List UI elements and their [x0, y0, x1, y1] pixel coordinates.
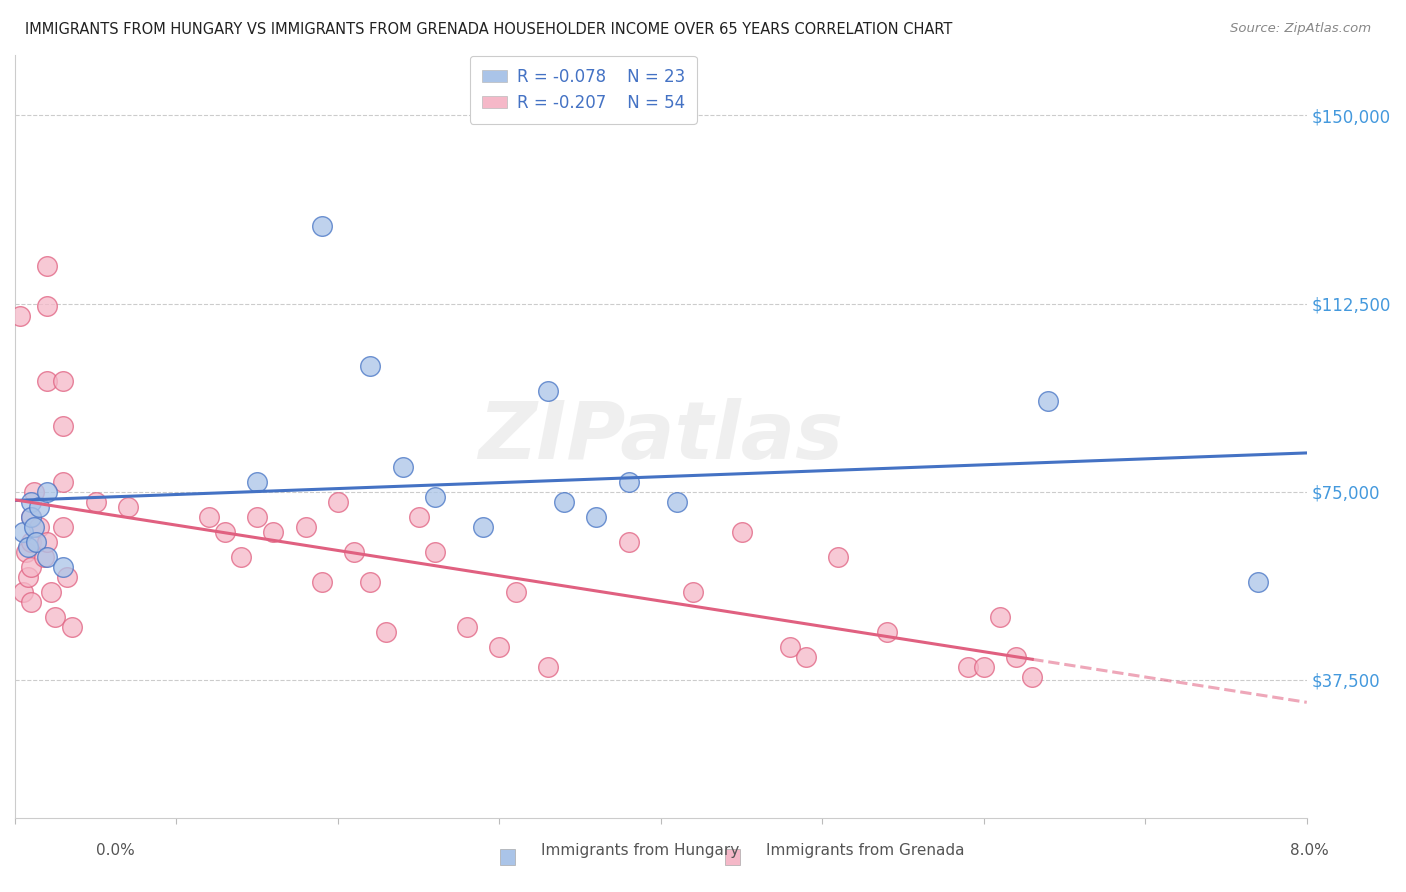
Point	[423, 490, 446, 504]
Point	[20, 495, 42, 509]
Point	[666, 495, 689, 509]
Point	[311, 219, 333, 233]
Point	[973, 660, 995, 674]
Point	[28, 500, 51, 514]
Point	[262, 524, 284, 539]
Point	[214, 524, 236, 539]
Point	[956, 660, 979, 674]
Point	[391, 459, 413, 474]
Point	[1038, 394, 1060, 409]
Point	[52, 475, 75, 489]
Point	[423, 545, 446, 559]
Point	[456, 620, 478, 634]
Point	[52, 560, 75, 574]
Text: 0.0%: 0.0%	[96, 843, 135, 858]
Point	[375, 625, 398, 640]
Point	[246, 509, 269, 524]
Point	[17, 540, 39, 554]
Point	[294, 520, 316, 534]
Point	[22, 484, 45, 499]
Point	[17, 570, 39, 584]
Point	[472, 520, 495, 534]
Point	[11, 585, 34, 599]
Point	[44, 610, 66, 624]
Point	[20, 595, 42, 609]
Point	[25, 535, 48, 549]
Point	[488, 640, 510, 655]
Point	[20, 535, 42, 549]
Point	[876, 625, 898, 640]
Point	[229, 549, 252, 564]
Point	[37, 259, 59, 273]
Point	[197, 509, 219, 524]
Text: Source: ZipAtlas.com: Source: ZipAtlas.com	[1230, 22, 1371, 36]
Point	[537, 384, 560, 399]
Point	[246, 475, 269, 489]
Point	[617, 535, 640, 549]
Bar	[725, 849, 740, 865]
Point	[39, 585, 62, 599]
Text: 8.0%: 8.0%	[1289, 843, 1329, 858]
Point	[1005, 650, 1028, 665]
Point	[20, 560, 42, 574]
Text: Immigrants from Grenada: Immigrants from Grenada	[766, 843, 965, 858]
Point	[408, 509, 430, 524]
Point	[37, 484, 59, 499]
Point	[117, 500, 139, 514]
Point	[55, 570, 77, 584]
Point	[988, 610, 1011, 624]
Point	[359, 359, 381, 374]
Point	[359, 575, 381, 590]
Point	[37, 549, 59, 564]
Point	[779, 640, 801, 655]
Point	[20, 509, 42, 524]
Point	[827, 549, 849, 564]
Point	[20, 509, 42, 524]
Bar	[501, 849, 515, 865]
Legend: R = -0.078    N = 23, R = -0.207    N = 54: R = -0.078 N = 23, R = -0.207 N = 54	[470, 56, 696, 123]
Point	[22, 520, 45, 534]
Point	[585, 509, 607, 524]
Point	[1247, 575, 1270, 590]
Point	[11, 524, 34, 539]
Text: IMMIGRANTS FROM HUNGARY VS IMMIGRANTS FROM GRENADA HOUSEHOLDER INCOME OVER 65 YE: IMMIGRANTS FROM HUNGARY VS IMMIGRANTS FR…	[25, 22, 953, 37]
Point	[505, 585, 527, 599]
Point	[794, 650, 817, 665]
Point	[343, 545, 366, 559]
Point	[15, 545, 38, 559]
Point	[553, 495, 575, 509]
Point	[28, 520, 51, 534]
Point	[1021, 670, 1043, 684]
Point	[60, 620, 83, 634]
Point	[52, 520, 75, 534]
Text: Immigrants from Hungary: Immigrants from Hungary	[541, 843, 740, 858]
Point	[37, 299, 59, 313]
Point	[326, 495, 349, 509]
Point	[37, 535, 59, 549]
Text: ZIPatlas: ZIPatlas	[478, 398, 844, 475]
Point	[311, 575, 333, 590]
Point	[8, 309, 31, 323]
Point	[52, 419, 75, 434]
Point	[617, 475, 640, 489]
Point	[52, 375, 75, 389]
Point	[730, 524, 752, 539]
Point	[32, 549, 55, 564]
Point	[682, 585, 704, 599]
Point	[84, 495, 107, 509]
Point	[37, 375, 59, 389]
Point	[537, 660, 560, 674]
